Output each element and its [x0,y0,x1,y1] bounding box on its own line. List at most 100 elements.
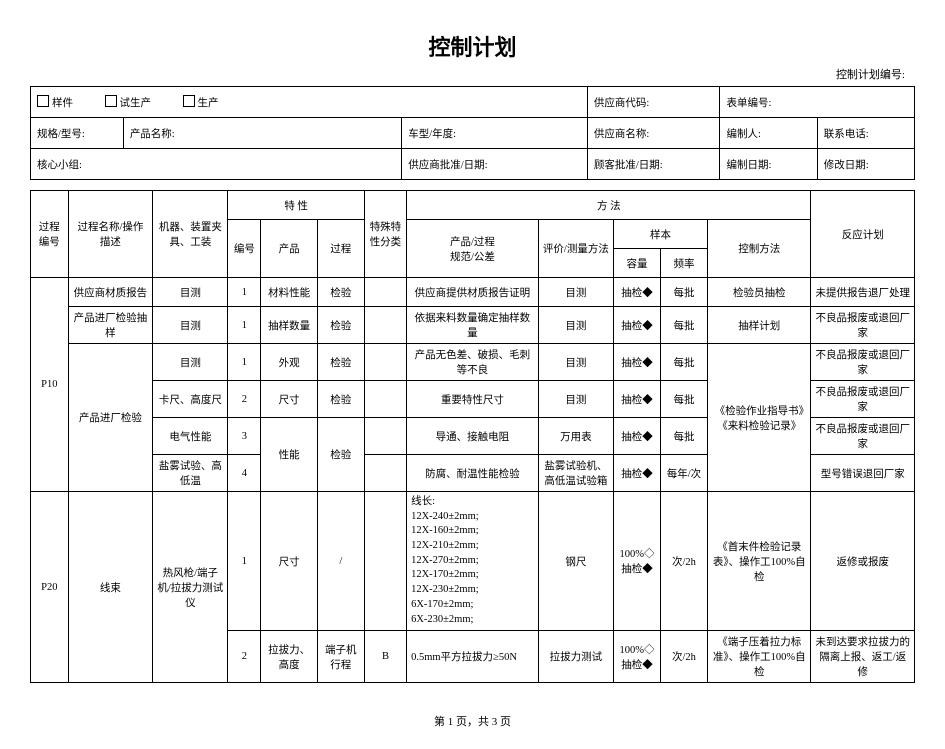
spec-label: 规格/型号: [31,118,124,149]
control-plan-table: 过程编号 过程名称/操作描述 机器、装置夹具、工装 特 性 特殊特性分类 方 法… [30,190,915,683]
checkbox-trial[interactable] [105,95,117,107]
cell: 产品无色差、破损、毛刺等不良 [407,344,539,381]
checkbox-prod[interactable] [183,95,195,107]
cell: 0.5mm平方拉拔力≥50N [407,631,539,683]
cell: 检验 [317,278,364,307]
cell: 型号错误退回厂家 [811,455,915,492]
col-charno: 编号 [228,220,261,278]
cell: 目测 [153,344,228,381]
cell: 端子机行程 [317,631,364,683]
cust-approve-label: 顾客批准/日期: [587,149,720,180]
cell: 检验 [317,307,364,344]
cell [364,492,406,631]
cell [364,344,406,381]
cell: 抽检◆ [613,307,660,344]
page-title: 控制计划 [30,30,915,62]
cell: 线束 [68,492,153,683]
cell: 检验 [317,418,364,492]
cell: 检验员抽检 [707,278,810,307]
cell: 2 [228,631,261,683]
cell: 抽检◆ [613,344,660,381]
cell: 拉拔力、高度 [261,631,317,683]
cell [364,278,406,307]
cb1-label: 样件 [52,98,73,109]
cell [364,455,406,492]
col-machine: 机器、装置夹具、工装 [153,191,228,278]
cell: 未到达要求拉拔力的隔离上报、返工/返修 [811,631,915,683]
col-procno: 过程编号 [31,191,69,278]
form-no-label: 表单编号: [720,87,915,118]
cell: 热风枪/端子机/拉拔力测试仪 [153,492,228,683]
cell: 性能 [261,418,317,492]
cell: 目测 [153,278,228,307]
cell: 返修或报废 [811,492,915,631]
cell: / [317,492,364,631]
table-row: P10 供应商材质报告 目测 1 材料性能 检验 供应商提供材质报告证明 目测 … [31,278,915,307]
col-ctrlmethod: 控制方法 [707,220,810,278]
table-row: 产品进厂检验 目测 1 外观 检验 产品无色差、破损、毛刺等不良 目测 抽检◆ … [31,344,915,381]
col-procname: 过程名称/操作描述 [68,191,153,278]
cell: 目测 [538,307,613,344]
table-row: 产品进厂检验抽样 目测 1 抽样数量 检验 依据来料数量确定抽样数量 目测 抽检… [31,307,915,344]
cell: 目测 [538,278,613,307]
cell: 卡尺、高度尺 [153,381,228,418]
cell: 每批 [660,344,707,381]
cell: 防腐、耐温性能检验 [407,455,539,492]
cell [364,307,406,344]
cb3-label: 生产 [198,98,219,109]
p10-id: P10 [31,278,69,492]
rev-date-label: 修改日期: [817,149,914,180]
cell: 1 [228,344,261,381]
cell: 钢尺 [538,492,613,631]
cell: 未提供报告退厂处理 [811,278,915,307]
cell: 1 [228,307,261,344]
cell: 抽检◆ [613,278,660,307]
cb2-label: 试生产 [120,98,152,109]
cell: 4 [228,455,261,492]
supplier-code-label: 供应商代码: [587,87,720,118]
car-year-label: 车型/年度: [402,118,588,149]
cell: 尺寸 [261,381,317,418]
cell [364,381,406,418]
cell: 目测 [538,344,613,381]
cell: 抽样数量 [261,307,317,344]
cell: 每批 [660,418,707,455]
cell: 次/2h [660,492,707,631]
cell: 供应商提供材质报告证明 [407,278,539,307]
header-table: 样件 试生产 生产 供应商代码: 表单编号: 规格/型号: 产品名称: 车型/年… [30,86,915,180]
cell: B [364,631,406,683]
cell: 重要特性尺寸 [407,381,539,418]
header-row1: 过程编号 过程名称/操作描述 机器、装置夹具、工装 特 性 特殊特性分类 方 法… [31,191,915,220]
cell: 不良品报废或退回厂家 [811,381,915,418]
cell: 抽检◆ [613,455,660,492]
cell: 线长: 12X-240±2mm; 12X-160±2mm; 12X-210±2m… [407,492,539,631]
col-samplefreq: 频率 [660,249,707,278]
cell: 材料性能 [261,278,317,307]
contact-label: 联系电话: [817,118,914,149]
col-prodprocspec: 产品/过程 规范/公差 [407,220,539,278]
prep-date-label: 编制日期: [720,149,817,180]
cell: 依据来料数量确定抽样数量 [407,307,539,344]
cell: 不良品报废或退回厂家 [811,418,915,455]
checkbox-sample[interactable] [37,95,49,107]
supplier-name-label: 供应商名称: [587,118,720,149]
cell: 万用表 [538,418,613,455]
cell: 电气性能 [153,418,228,455]
cell: 外观 [261,344,317,381]
cell: 次/2h [660,631,707,683]
cell: 导通、接触电阻 [407,418,539,455]
cell: 《首末件检验记录表》、操作工100%自检 [707,492,810,631]
cell: 尺寸 [261,492,317,631]
cell: 抽样计划 [707,307,810,344]
cell: 盐雾试验、高低温 [153,455,228,492]
page-footer: 第 1 页，共 3 页 [30,713,915,729]
cell: 100%◇抽检◆ [613,631,660,683]
cell: 不良品报废或退回厂家 [811,344,915,381]
checkbox-row: 样件 试生产 生产 [31,87,588,118]
col-chargroup: 特 性 [228,191,364,220]
cell: 1 [228,492,261,631]
cell: 1 [228,278,261,307]
cell: 产品进厂检验 [68,344,153,492]
col-methodgroup: 方 法 [407,191,811,220]
col-reactplan: 反应计划 [811,191,915,278]
